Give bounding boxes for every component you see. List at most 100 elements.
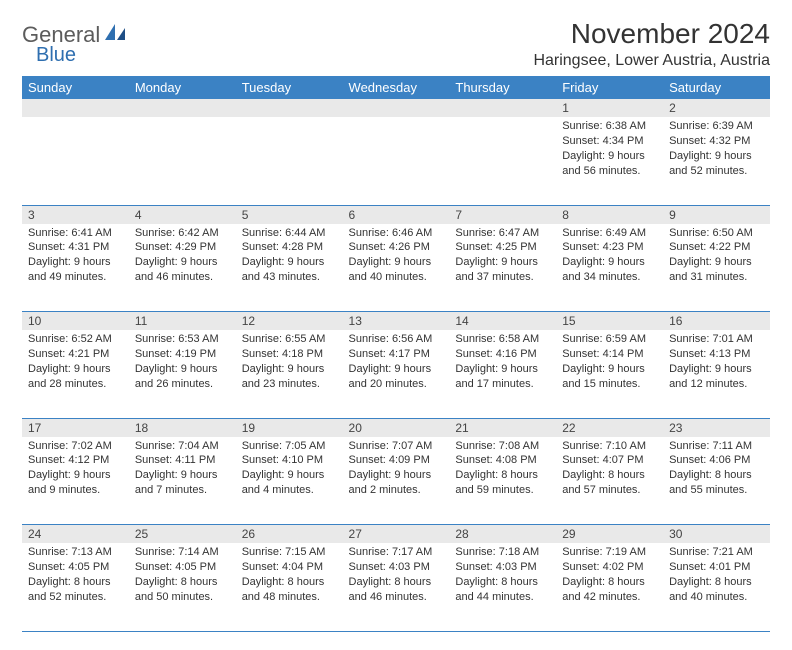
day-line: Sunrise: 7:15 AM bbox=[242, 545, 337, 560]
calendar-grid: SundayMondayTuesdayWednesdayThursdayFrid… bbox=[22, 76, 770, 632]
day-line: Daylight: 8 hours and 44 minutes. bbox=[455, 575, 550, 605]
day-cell: Sunrise: 7:07 AMSunset: 4:09 PMDaylight:… bbox=[343, 437, 450, 525]
day-cell bbox=[22, 117, 129, 205]
day-line: Daylight: 9 hours and 34 minutes. bbox=[562, 255, 657, 285]
day-line: Sunrise: 6:58 AM bbox=[455, 332, 550, 347]
day-content: Sunrise: 7:15 AMSunset: 4:04 PMDaylight:… bbox=[236, 543, 343, 608]
day-content: Sunrise: 6:46 AMSunset: 4:26 PMDaylight:… bbox=[343, 224, 450, 289]
day-line: Sunrise: 6:41 AM bbox=[28, 226, 123, 241]
daynum-row: 10111213141516 bbox=[22, 312, 770, 331]
day-content: Sunrise: 7:18 AMSunset: 4:03 PMDaylight:… bbox=[449, 543, 556, 608]
day-number: 13 bbox=[343, 312, 450, 331]
day-line: Daylight: 9 hours and 49 minutes. bbox=[28, 255, 123, 285]
day-line: Daylight: 9 hours and 4 minutes. bbox=[242, 468, 337, 498]
day-content bbox=[343, 117, 450, 123]
day-content bbox=[22, 117, 129, 123]
day-cell: Sunrise: 7:21 AMSunset: 4:01 PMDaylight:… bbox=[663, 543, 770, 631]
day-line: Sunrise: 7:18 AM bbox=[455, 545, 550, 560]
day-cell: Sunrise: 6:42 AMSunset: 4:29 PMDaylight:… bbox=[129, 224, 236, 312]
day-cell: Sunrise: 7:13 AMSunset: 4:05 PMDaylight:… bbox=[22, 543, 129, 631]
day-number: 3 bbox=[22, 205, 129, 224]
day-cell: Sunrise: 7:15 AMSunset: 4:04 PMDaylight:… bbox=[236, 543, 343, 631]
day-number: 20 bbox=[343, 418, 450, 437]
day-number: 21 bbox=[449, 418, 556, 437]
weekday-header: Wednesday bbox=[343, 76, 450, 99]
day-number: 19 bbox=[236, 418, 343, 437]
day-content: Sunrise: 6:39 AMSunset: 4:32 PMDaylight:… bbox=[663, 117, 770, 182]
day-line: Sunset: 4:16 PM bbox=[455, 347, 550, 362]
day-cell: Sunrise: 7:05 AMSunset: 4:10 PMDaylight:… bbox=[236, 437, 343, 525]
header: General Blue November 2024 Haringsee, Lo… bbox=[22, 18, 770, 70]
day-line: Daylight: 9 hours and 56 minutes. bbox=[562, 149, 657, 179]
weekday-header: Saturday bbox=[663, 76, 770, 99]
day-line: Sunrise: 6:39 AM bbox=[669, 119, 764, 134]
weekday-header: Friday bbox=[556, 76, 663, 99]
day-content: Sunrise: 7:01 AMSunset: 4:13 PMDaylight:… bbox=[663, 330, 770, 395]
day-line: Sunrise: 6:42 AM bbox=[135, 226, 230, 241]
day-cell: Sunrise: 6:56 AMSunset: 4:17 PMDaylight:… bbox=[343, 330, 450, 418]
day-cell: Sunrise: 7:02 AMSunset: 4:12 PMDaylight:… bbox=[22, 437, 129, 525]
day-content: Sunrise: 6:50 AMSunset: 4:22 PMDaylight:… bbox=[663, 224, 770, 289]
daynum-row: 17181920212223 bbox=[22, 418, 770, 437]
day-line: Sunrise: 6:44 AM bbox=[242, 226, 337, 241]
day-number: 6 bbox=[343, 205, 450, 224]
day-content: Sunrise: 7:07 AMSunset: 4:09 PMDaylight:… bbox=[343, 437, 450, 502]
day-cell: Sunrise: 6:49 AMSunset: 4:23 PMDaylight:… bbox=[556, 224, 663, 312]
day-line: Daylight: 9 hours and 9 minutes. bbox=[28, 468, 123, 498]
day-number: 17 bbox=[22, 418, 129, 437]
day-content: Sunrise: 7:21 AMSunset: 4:01 PMDaylight:… bbox=[663, 543, 770, 608]
day-line: Daylight: 9 hours and 15 minutes. bbox=[562, 362, 657, 392]
daynum-row: 3456789 bbox=[22, 205, 770, 224]
daynum-row: 12 bbox=[22, 99, 770, 117]
day-number: 11 bbox=[129, 312, 236, 331]
sail-icon bbox=[105, 24, 127, 47]
day-line: Sunset: 4:01 PM bbox=[669, 560, 764, 575]
day-line: Daylight: 9 hours and 2 minutes. bbox=[349, 468, 444, 498]
day-number: 24 bbox=[22, 525, 129, 544]
day-cell: Sunrise: 6:58 AMSunset: 4:16 PMDaylight:… bbox=[449, 330, 556, 418]
day-line: Sunrise: 7:02 AM bbox=[28, 439, 123, 454]
day-number bbox=[22, 99, 129, 117]
day-content: Sunrise: 6:56 AMSunset: 4:17 PMDaylight:… bbox=[343, 330, 450, 395]
day-number bbox=[343, 99, 450, 117]
day-cell: Sunrise: 6:38 AMSunset: 4:34 PMDaylight:… bbox=[556, 117, 663, 205]
day-cell bbox=[343, 117, 450, 205]
day-content: Sunrise: 7:17 AMSunset: 4:03 PMDaylight:… bbox=[343, 543, 450, 608]
day-number: 10 bbox=[22, 312, 129, 331]
week-row: Sunrise: 6:41 AMSunset: 4:31 PMDaylight:… bbox=[22, 224, 770, 312]
day-line: Daylight: 8 hours and 52 minutes. bbox=[28, 575, 123, 605]
day-content: Sunrise: 6:52 AMSunset: 4:21 PMDaylight:… bbox=[22, 330, 129, 395]
day-number: 14 bbox=[449, 312, 556, 331]
day-line: Daylight: 8 hours and 57 minutes. bbox=[562, 468, 657, 498]
week-row: Sunrise: 7:02 AMSunset: 4:12 PMDaylight:… bbox=[22, 437, 770, 525]
day-line: Sunrise: 7:19 AM bbox=[562, 545, 657, 560]
weekday-header: Sunday bbox=[22, 76, 129, 99]
day-line: Sunrise: 6:55 AM bbox=[242, 332, 337, 347]
day-line: Daylight: 9 hours and 17 minutes. bbox=[455, 362, 550, 392]
day-cell bbox=[449, 117, 556, 205]
day-number bbox=[129, 99, 236, 117]
day-line: Daylight: 9 hours and 20 minutes. bbox=[349, 362, 444, 392]
day-cell: Sunrise: 6:39 AMSunset: 4:32 PMDaylight:… bbox=[663, 117, 770, 205]
day-number: 22 bbox=[556, 418, 663, 437]
day-content: Sunrise: 6:59 AMSunset: 4:14 PMDaylight:… bbox=[556, 330, 663, 395]
day-line: Daylight: 9 hours and 26 minutes. bbox=[135, 362, 230, 392]
day-line: Sunset: 4:13 PM bbox=[669, 347, 764, 362]
day-line: Sunset: 4:23 PM bbox=[562, 240, 657, 255]
brand-word-2: Blue bbox=[36, 45, 127, 65]
day-line: Sunset: 4:34 PM bbox=[562, 134, 657, 149]
day-cell: Sunrise: 6:50 AMSunset: 4:22 PMDaylight:… bbox=[663, 224, 770, 312]
day-line: Sunrise: 6:56 AM bbox=[349, 332, 444, 347]
day-line: Sunrise: 7:21 AM bbox=[669, 545, 764, 560]
day-cell: Sunrise: 7:18 AMSunset: 4:03 PMDaylight:… bbox=[449, 543, 556, 631]
day-line: Daylight: 9 hours and 43 minutes. bbox=[242, 255, 337, 285]
day-line: Daylight: 8 hours and 46 minutes. bbox=[349, 575, 444, 605]
day-cell: Sunrise: 7:01 AMSunset: 4:13 PMDaylight:… bbox=[663, 330, 770, 418]
day-content: Sunrise: 6:41 AMSunset: 4:31 PMDaylight:… bbox=[22, 224, 129, 289]
day-content bbox=[449, 117, 556, 123]
day-line: Sunset: 4:18 PM bbox=[242, 347, 337, 362]
day-number: 9 bbox=[663, 205, 770, 224]
day-number: 26 bbox=[236, 525, 343, 544]
weekday-header: Tuesday bbox=[236, 76, 343, 99]
day-number: 28 bbox=[449, 525, 556, 544]
